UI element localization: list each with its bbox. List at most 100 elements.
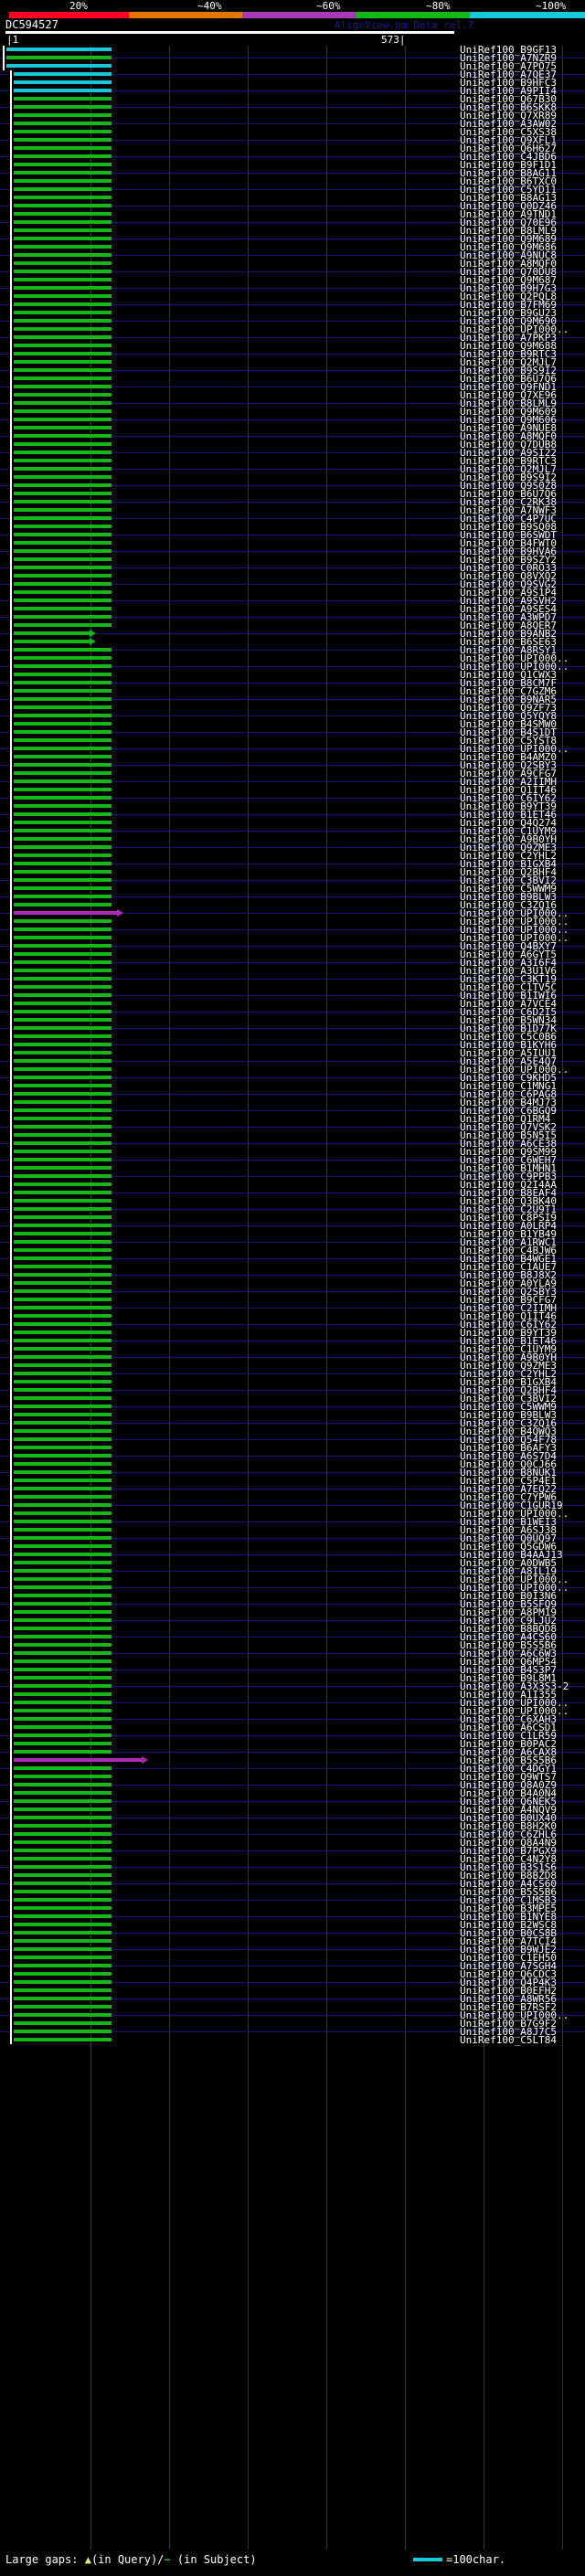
alignment-row[interactable]: UniRef100_Q9M690 — [0, 316, 585, 326]
alignment-row[interactable]: UniRef100_C4N2Y8 — [0, 1854, 585, 1864]
hit-label[interactable]: UniRef100_B9RTC3 — [460, 455, 557, 467]
alignment-row[interactable]: UniRef100_C6XAH3 — [0, 1714, 585, 1724]
hit-bar[interactable] — [14, 1429, 112, 1433]
hit-bar[interactable] — [14, 1865, 112, 1869]
alignment-row[interactable]: UniRef100_A3AW02 — [0, 119, 585, 129]
hit-label[interactable]: UniRef100_A3X3S3-2 — [460, 1680, 569, 1692]
alignment-row[interactable]: UniRef100_B1ET46 — [0, 1336, 585, 1346]
alignment-row[interactable]: UniRef100_B8CM7F — [0, 678, 585, 688]
hit-label[interactable]: UniRef100_Q9M689 — [460, 233, 557, 245]
alignment-row[interactable]: UniRef100_B1YB49 — [0, 1229, 585, 1239]
alignment-row[interactable]: UniRef100_A9B0YH — [0, 834, 585, 844]
hit-bar[interactable] — [14, 253, 112, 257]
hit-label[interactable]: UniRef100_B9SQ08 — [460, 521, 557, 533]
hit-label[interactable]: UniRef100_B5N5I5 — [460, 1129, 557, 1141]
alignment-row[interactable]: UniRef100_B9HVA6 — [0, 546, 585, 557]
hit-bar[interactable] — [14, 1108, 112, 1112]
alignment-row[interactable]: UniRef100_C3BVI2 — [0, 875, 585, 885]
hit-bar[interactable] — [14, 804, 112, 808]
hit-label[interactable]: UniRef100_B1D77K — [460, 1023, 557, 1034]
hit-bar[interactable] — [14, 1873, 112, 1877]
alignment-row[interactable]: UniRef100_B9SQ08 — [0, 521, 585, 533]
hit-label[interactable]: UniRef100_B6SKK8 — [460, 101, 557, 113]
hit-label[interactable]: UniRef100_Q6CDC3 — [460, 1968, 557, 1980]
hit-bar[interactable] — [14, 146, 112, 150]
hit-bar[interactable] — [14, 1980, 112, 1984]
alignment-row[interactable]: UniRef100_B2WSC8 — [0, 1920, 585, 1930]
hit-label[interactable]: UniRef100_C5YD11 — [460, 184, 557, 196]
hit-bar[interactable] — [14, 689, 112, 693]
hit-bar[interactable] — [14, 286, 112, 290]
hit-bar[interactable] — [14, 80, 112, 84]
hit-label[interactable]: UniRef100_Q0CJ66 — [460, 1458, 557, 1470]
alignment-row[interactable]: UniRef100_C3ZQ16 — [0, 1417, 585, 1429]
hit-bar[interactable] — [14, 385, 112, 388]
hit-label[interactable]: UniRef100_B4S1DT — [460, 726, 557, 738]
hit-bar[interactable] — [14, 525, 112, 528]
hit-bar[interactable] — [14, 1347, 112, 1351]
alignment-row[interactable]: UniRef100_C5P4E1 — [0, 1476, 585, 1486]
hit-label[interactable]: UniRef100_B9S9I2 — [460, 472, 557, 483]
hit-label[interactable]: UniRef100_Q6MP54 — [460, 1656, 557, 1668]
hit-label[interactable]: UniRef100_A7QE37 — [460, 69, 557, 80]
alignment-row[interactable]: UniRef100_B5WN34 — [0, 1015, 585, 1025]
hit-label[interactable]: UniRef100_B9L8M1 — [460, 1672, 557, 1684]
hit-label[interactable]: UniRef100_C9LJU2 — [460, 1615, 557, 1627]
hit-bar[interactable] — [14, 1520, 112, 1523]
alignment-row[interactable]: UniRef100_B4AAJ13 — [0, 1550, 585, 1560]
hit-label[interactable]: UniRef100_UPI000.. — [460, 1582, 569, 1594]
alignment-row[interactable]: UniRef100_C1UYM9 — [0, 1343, 585, 1355]
hit-label[interactable]: UniRef100_Q9M609 — [460, 406, 557, 418]
hit-label[interactable]: UniRef100_A9NUC8 — [460, 249, 557, 261]
hit-bar[interactable] — [14, 1931, 112, 1935]
alignment-row[interactable]: UniRef100_A4NQV9 — [0, 1805, 585, 1815]
hit-label[interactable]: UniRef100_Q4Q274 — [460, 817, 557, 829]
hit-bar[interactable] — [14, 1388, 112, 1392]
hit-bar[interactable] — [14, 1232, 112, 1235]
hit-bar[interactable] — [14, 360, 112, 364]
alignment-row[interactable]: UniRef100_C5WWM9 — [0, 1402, 585, 1412]
hit-bar[interactable] — [14, 467, 112, 471]
hit-bar[interactable] — [14, 1659, 112, 1663]
alignment-row[interactable]: UniRef100_Q2PQL8 — [0, 292, 585, 302]
alignment-row[interactable]: UniRef100_B9BLW3 — [0, 892, 585, 902]
alignment-row[interactable]: UniRef100_UPI000.. — [0, 744, 585, 754]
alignment-row[interactable]: UniRef100_A8IL19 — [0, 1565, 585, 1577]
hit-label[interactable]: UniRef100_B6TXC0 — [460, 175, 557, 187]
alignment-row[interactable]: UniRef100_A7SGH4 — [0, 1961, 585, 1971]
alignment-row[interactable]: UniRef100_B3MPE5 — [0, 1903, 585, 1913]
alignment-row[interactable]: UniRef100_Q67B30 — [0, 94, 585, 104]
alignment-row[interactable]: UniRef100_UPI000.. — [0, 917, 585, 927]
hit-bar[interactable] — [14, 122, 112, 125]
alignment-row[interactable]: UniRef100_A7PO75 — [0, 61, 585, 71]
hit-label[interactable]: UniRef100_UPI000.. — [460, 661, 569, 673]
alignment-row[interactable]: UniRef100_A3WPD7 — [0, 612, 585, 622]
hit-bar[interactable] — [14, 590, 112, 594]
hit-label[interactable]: UniRef100_A9B0YH — [460, 1352, 557, 1363]
hit-label[interactable]: UniRef100_Q9WTS7 — [460, 1771, 557, 1783]
hit-label[interactable]: UniRef100_Q7VSK2 — [460, 1121, 557, 1133]
hit-bar[interactable] — [14, 1174, 112, 1178]
hit-label[interactable]: UniRef100_A8IL19 — [460, 1565, 557, 1577]
hit-label[interactable]: UniRef100_B5S5B6 — [460, 1886, 557, 1898]
hit-bar[interactable] — [14, 1553, 112, 1556]
alignment-row[interactable]: UniRef100_B4QWQ3 — [0, 1426, 585, 1436]
hit-bar[interactable] — [14, 747, 112, 750]
hit-label[interactable]: UniRef100_B8BZD8 — [460, 1870, 557, 1882]
alignment-row[interactable]: UniRef100_Q9SM99 — [0, 1147, 585, 1157]
hit-label[interactable]: UniRef100_Q2MJL7 — [460, 356, 557, 368]
hit-label[interactable]: UniRef100_C3ZQ16 — [460, 1417, 557, 1429]
hit-bar[interactable] — [14, 878, 112, 882]
hit-label[interactable]: UniRef100_C1UYM9 — [460, 1343, 557, 1355]
hit-label[interactable]: UniRef100_Q2I4AA — [460, 1179, 557, 1191]
hit-label[interactable]: UniRef100_A7NWF3 — [460, 504, 557, 516]
alignment-row[interactable]: UniRef100_A4CS60 — [0, 1632, 585, 1642]
alignment-row[interactable]: UniRef100_C5YD11 — [0, 184, 585, 196]
hit-bar[interactable] — [14, 788, 112, 791]
hit-label[interactable]: UniRef100_B9YT39 — [460, 1327, 557, 1339]
hit-bar[interactable] — [14, 163, 112, 166]
hit-bar[interactable] — [14, 270, 112, 273]
hit-bar[interactable] — [14, 1733, 112, 1737]
alignment-row[interactable]: UniRef100_C2YHL2 — [0, 1369, 585, 1379]
alignment-row[interactable]: UniRef100_C1GUR19 — [0, 1500, 585, 1511]
